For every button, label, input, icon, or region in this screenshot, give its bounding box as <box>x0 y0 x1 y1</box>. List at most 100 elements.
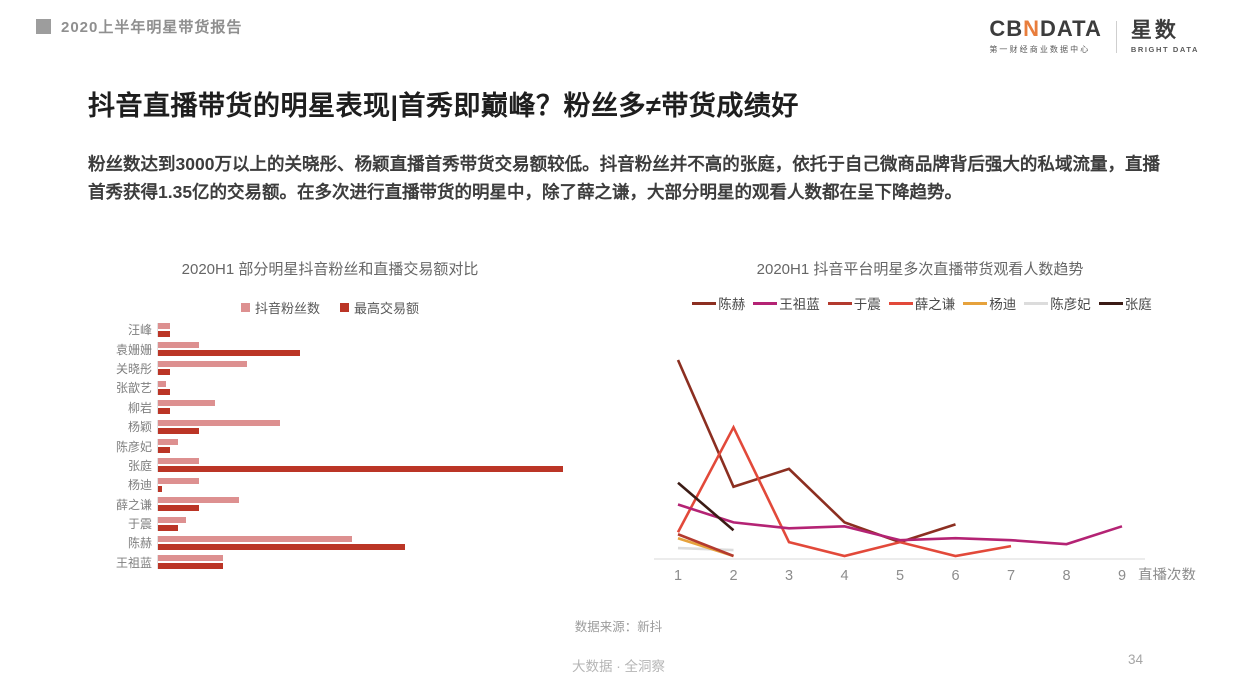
logo-wordmark: CBNDATA <box>989 16 1102 41</box>
bar-最高交易额 <box>158 408 171 415</box>
line-chart: 1 2 3 4 5 6 7 8 9 直播次数 <box>654 359 1196 580</box>
x-tick-label: 8 <box>1062 568 1070 580</box>
bar-row: 杨颖 <box>100 417 570 436</box>
bar-row: 张庭 <box>100 456 570 475</box>
bar-category-label: 陈赫 <box>127 536 152 551</box>
line-series-陈彦妃 <box>677 546 734 552</box>
logo-xingshu: 星数 BRIGHT DATA <box>1131 20 1199 54</box>
logo-subtitle: 第一财经商业数据中心 <box>989 45 1091 54</box>
bar-category-label: 关晓彤 <box>115 361 152 376</box>
legend-swatch-icon <box>240 303 250 312</box>
legend-line-swatch-icon <box>827 301 852 305</box>
bar-category-label: 陈彦妃 <box>115 439 152 454</box>
bar-最高交易额 <box>158 369 171 376</box>
legend-line-swatch-icon <box>1098 301 1123 305</box>
report-title: 2020上半年明星带货报告 <box>61 19 243 36</box>
bar-抖音粉丝数 <box>158 458 199 465</box>
legend-line-swatch-icon <box>963 301 988 305</box>
bar-group <box>157 322 570 337</box>
bar-抖音粉丝数 <box>158 497 239 504</box>
bar-group <box>157 516 570 531</box>
bar-group <box>157 439 570 454</box>
legend-label: 薛之谦 <box>914 297 956 312</box>
line-chart-title: 2020H1 抖音平台明星多次直播带货观看人数趋势 <box>756 261 1084 278</box>
cbndata-logo: CBNDATA 第一财经商业数据中心 星数 BRIGHT DATA <box>989 18 1199 55</box>
bar-group <box>157 497 570 512</box>
bar-category-label: 张歆艺 <box>115 381 152 396</box>
legend-label: 陈彦妃 <box>1050 297 1091 312</box>
legend-label: 王祖蓝 <box>779 297 820 312</box>
bar-最高交易额 <box>158 466 563 473</box>
logo-cbndata: CBNDATA 第一财经商业数据中心 <box>989 18 1102 55</box>
page-number: 34 <box>1127 652 1143 667</box>
bar-category-label: 王祖蓝 <box>115 555 152 570</box>
legend-item: 张庭 <box>1098 293 1152 313</box>
legend-item: 薛之谦 <box>888 293 956 313</box>
logo-n-accent: N <box>1023 16 1040 41</box>
bar-group <box>157 361 570 376</box>
legend-label: 张庭 <box>1124 297 1152 312</box>
bar-抖音粉丝数 <box>158 380 167 387</box>
bar-抖音粉丝数 <box>158 516 187 523</box>
legend-label: 陈赫 <box>718 297 746 312</box>
legend-label: 杨迪 <box>989 297 1017 312</box>
header-square-icon <box>36 19 51 34</box>
x-tick-label: 2 <box>729 568 737 580</box>
legend-item: 陈赫 <box>692 293 745 313</box>
bar-row: 袁姗姗 <box>100 339 570 358</box>
bar-抖音粉丝数 <box>158 535 353 542</box>
bar-category-label: 张庭 <box>127 458 152 473</box>
logo-divider <box>1115 20 1117 53</box>
bar-抖音粉丝数 <box>158 322 171 329</box>
bar-最高交易额 <box>158 427 199 434</box>
bar-抖音粉丝数 <box>158 555 223 562</box>
x-tick-label: 9 <box>1118 568 1126 580</box>
bar-row: 薛之谦 <box>100 495 570 514</box>
bar-最高交易额 <box>158 524 179 531</box>
legend-line-swatch-icon <box>692 301 717 305</box>
line-chart-legend: 陈赫 王祖蓝 于震 薛之谦 杨迪 陈彦妃 张庭 <box>634 293 1210 313</box>
x-tick-label: 4 <box>840 568 848 580</box>
x-tick-label: 6 <box>951 568 959 580</box>
bar-抖音粉丝数 <box>158 439 179 446</box>
line-series-张庭 <box>677 481 735 532</box>
legend-item: 王祖蓝 <box>753 293 820 313</box>
bar-category-label: 杨迪 <box>127 478 152 493</box>
bar-row: 柳岩 <box>100 398 570 417</box>
bar-chart-title: 2020H1 部分明星抖音粉丝和直播交易额对比 <box>181 261 479 278</box>
legend-line-swatch-icon <box>888 301 913 305</box>
bar-group <box>157 458 570 473</box>
legend-label: 于震 <box>853 297 881 312</box>
bar-group <box>157 342 570 357</box>
bar-group <box>157 555 570 570</box>
legend-item: 杨迪 <box>963 293 1016 313</box>
page-title: 抖音直播带货的明星表现|首秀即巅峰？粉丝多≠带货成绩好 <box>88 91 799 121</box>
bar-抖音粉丝数 <box>158 361 248 368</box>
bar-category-label: 柳岩 <box>127 400 152 415</box>
bar-chart: 汪峰袁姗姗关晓彤张歆艺柳岩杨颖陈彦妃张庭杨迪薛之谦 于震陈赫王祖蓝 <box>100 320 570 572</box>
bar-抖音粉丝数 <box>158 477 199 484</box>
bar-category-label: 袁姗姗 <box>115 342 152 357</box>
bar-row: 王祖蓝 <box>100 553 570 572</box>
data-source-note: 数据来源：新抖 <box>574 620 663 634</box>
bar-row: 陈彦妃 <box>100 436 570 455</box>
x-axis-label: 直播次数 <box>1138 567 1196 580</box>
x-tick-label: 1 <box>674 568 682 580</box>
bar-最高交易额 <box>158 543 406 550</box>
line-series-王祖蓝 <box>677 503 1123 546</box>
x-tick-label: 3 <box>785 568 793 580</box>
footer-tagline: 大数据 · 全洞察 <box>572 659 665 674</box>
logo-star-wordmark: 星数 <box>1130 18 1179 42</box>
legend-label: 抖音粉丝数 <box>254 301 320 316</box>
bar-row: 于震 <box>100 514 570 533</box>
bar-最高交易额 <box>158 388 171 395</box>
legend-line-swatch-icon <box>753 301 778 305</box>
bar-row: 张歆艺 <box>100 378 570 397</box>
legend-line-swatch-icon <box>1024 301 1049 305</box>
bar-row: 汪峰 <box>100 320 570 339</box>
legend-item: 抖音粉丝数 <box>240 298 320 317</box>
page-header: 2020上半年明星带货报告 <box>36 16 242 37</box>
legend-label: 最高交易额 <box>354 301 420 316</box>
bar-抖音粉丝数 <box>158 400 215 407</box>
bar-group <box>157 535 570 550</box>
